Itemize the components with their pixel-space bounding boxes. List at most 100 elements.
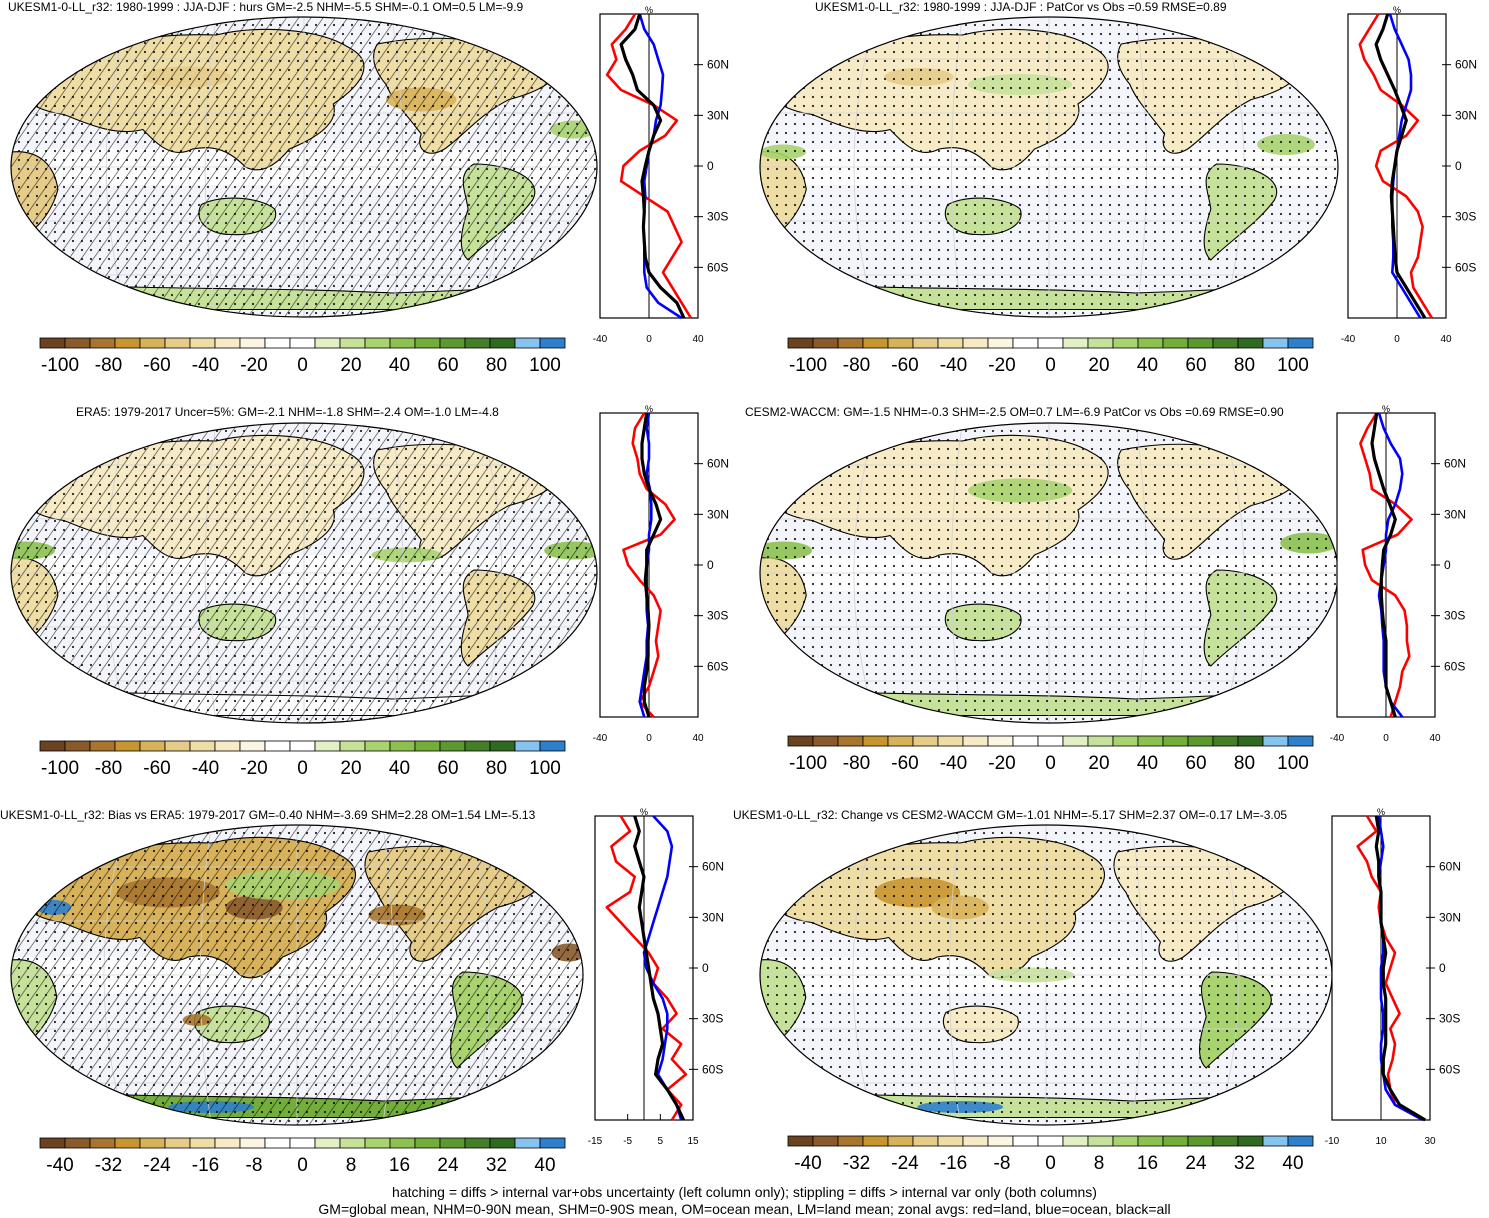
- colorbar-swatch: [189, 1137, 216, 1149]
- colorbar-swatch: [1162, 735, 1189, 747]
- colorbar-label: 100: [1277, 355, 1309, 376]
- colorbar-swatch: [64, 1137, 91, 1149]
- colorbar-swatch: [39, 337, 66, 349]
- colorbar-label: 0: [1045, 355, 1056, 376]
- zonal-line-all: [1374, 815, 1427, 1122]
- zonal-unit-label: %: [1393, 5, 1401, 15]
- zonal-lat-label: 30S: [707, 609, 728, 623]
- colorbar-swatch: [1137, 337, 1164, 349]
- zonal-line-all: [633, 815, 686, 1121]
- colorbar-swatch: [1062, 735, 1089, 747]
- colorbar-label: -20: [988, 355, 1015, 376]
- zonal-plot-5: % 60N 30N 0 30S 60S -15 -5 5 15: [588, 807, 724, 1147]
- zonal-lat-label: 60S: [1444, 659, 1465, 673]
- colorbar-swatch: [314, 337, 341, 349]
- colorbar-label: 40: [1282, 1153, 1303, 1174]
- colorbar-label: 100: [529, 758, 561, 779]
- colorbar-swatch: [837, 735, 864, 747]
- colorbar-swatch: [164, 740, 191, 752]
- colorbar-swatch: [912, 735, 939, 747]
- colorbar-swatch: [1087, 337, 1114, 349]
- colorbar-1: -100 -80 -60 -40 -20 0 20 40 60 80 100: [39, 337, 566, 376]
- zonal-lat-label: 0: [707, 558, 714, 572]
- colorbar-swatch: [962, 337, 989, 349]
- footer-note-2: GM=global mean, NHM=0-90N mean, SHM=0-90…: [318, 1201, 1171, 1217]
- colorbar-swatch: [389, 337, 416, 349]
- colorbar-label: -100: [789, 753, 827, 774]
- colorbar-swatch: [239, 337, 266, 349]
- colorbar-swatch: [862, 735, 889, 747]
- zonal-lat-label: 60S: [707, 260, 728, 274]
- colorbar-swatch: [1212, 735, 1239, 747]
- zonal-x-tick-label: 0: [1383, 733, 1389, 744]
- colorbar-label: 16: [389, 1155, 410, 1176]
- colorbar-label: -40: [192, 758, 219, 779]
- colorbar-swatch: [1062, 1135, 1089, 1147]
- colorbar-swatch: [1012, 1135, 1039, 1147]
- world-map-5: [10, 824, 584, 1126]
- zonal-x-tick-label: -40: [1341, 334, 1356, 345]
- colorbar-swatch: [1037, 735, 1064, 747]
- colorbar-swatch: [64, 740, 91, 752]
- colorbar-label: 100: [529, 355, 561, 376]
- colorbar-label: -16: [192, 1155, 219, 1176]
- colorbar-label: -40: [940, 355, 967, 376]
- colorbar-swatch: [464, 740, 491, 752]
- zonal-lat-label: 60N: [1439, 860, 1461, 874]
- colorbar-swatch: [1112, 1135, 1139, 1147]
- panel-title-6: UKESM1-0-LL_r32: Change vs CESM2-WACCM G…: [733, 808, 1288, 822]
- colorbar-swatch: [414, 740, 441, 752]
- colorbar-swatch: [289, 337, 316, 349]
- panel-title-3: ERA5: 1979-2017 Uncer=5%: GM=-2.1 NHM=-1…: [76, 405, 499, 419]
- panel-title-5: UKESM1-0-LL_r32: Bias vs ERA5: 1979-2017…: [0, 808, 536, 822]
- colorbar-label: 32: [1234, 1153, 1255, 1174]
- colorbar-swatch: [937, 1135, 964, 1147]
- colorbar-label: 0: [1045, 753, 1056, 774]
- colorbar-swatch: [962, 735, 989, 747]
- zonal-plot-6: % 60N 30N 0 30S 60S -10 10 30: [1325, 807, 1461, 1147]
- world-map-3: [10, 422, 598, 724]
- colorbar-swatch: [214, 337, 241, 349]
- zonal-lat-label: 30S: [702, 1012, 723, 1026]
- colorbar-swatch: [912, 1135, 939, 1147]
- colorbar-swatch: [439, 740, 466, 752]
- colorbar-swatch: [1212, 337, 1239, 349]
- colorbar-label: -8: [994, 1153, 1011, 1174]
- colorbar-swatch: [514, 740, 541, 752]
- colorbar-swatch: [314, 740, 341, 752]
- colorbar-swatch: [189, 740, 216, 752]
- zonal-x-tick-label: -40: [1330, 733, 1345, 744]
- colorbar-label: 8: [1094, 1153, 1105, 1174]
- colorbar-label: -80: [95, 758, 122, 779]
- colorbar-swatch: [1287, 337, 1314, 349]
- colorbar-label: 20: [1088, 355, 1109, 376]
- colorbar-label: -80: [95, 355, 122, 376]
- colorbar-swatch: [987, 1135, 1014, 1147]
- colorbar-swatch: [114, 1137, 141, 1149]
- colorbar-2: -100 -80 -60 -40 -20 0 20 40 60 80 100: [787, 337, 1314, 376]
- colorbar-swatch: [962, 1135, 989, 1147]
- colorbar-label: -100: [41, 355, 79, 376]
- colorbar-label: 32: [486, 1155, 507, 1176]
- colorbar-label: -24: [143, 1155, 171, 1176]
- colorbar-label: -60: [891, 753, 918, 774]
- zonal-lat-label: 60N: [1455, 58, 1477, 72]
- world-map-1: [10, 16, 598, 318]
- colorbar-label: 0: [297, 1155, 308, 1176]
- colorbar-swatch: [464, 1137, 491, 1149]
- zonal-lat-label: 30N: [707, 507, 729, 521]
- colorbar-label: -24: [891, 1153, 919, 1174]
- colorbar-swatch: [289, 1137, 316, 1149]
- colorbar-swatch: [264, 1137, 291, 1149]
- colorbar-label: 60: [437, 355, 458, 376]
- zonal-lat-label: 30N: [1439, 910, 1461, 924]
- colorbar-swatch: [1112, 735, 1139, 747]
- zonal-x-tick-label: 5: [658, 1136, 664, 1147]
- colorbar-swatch: [1087, 735, 1114, 747]
- colorbar-swatch: [862, 337, 889, 349]
- colorbar-swatch: [439, 1137, 466, 1149]
- zonal-lat-label: 60S: [707, 659, 728, 673]
- colorbar-swatch: [1162, 1135, 1189, 1147]
- colorbar-swatch: [339, 740, 366, 752]
- zonal-lat-label: 30S: [1439, 1012, 1460, 1026]
